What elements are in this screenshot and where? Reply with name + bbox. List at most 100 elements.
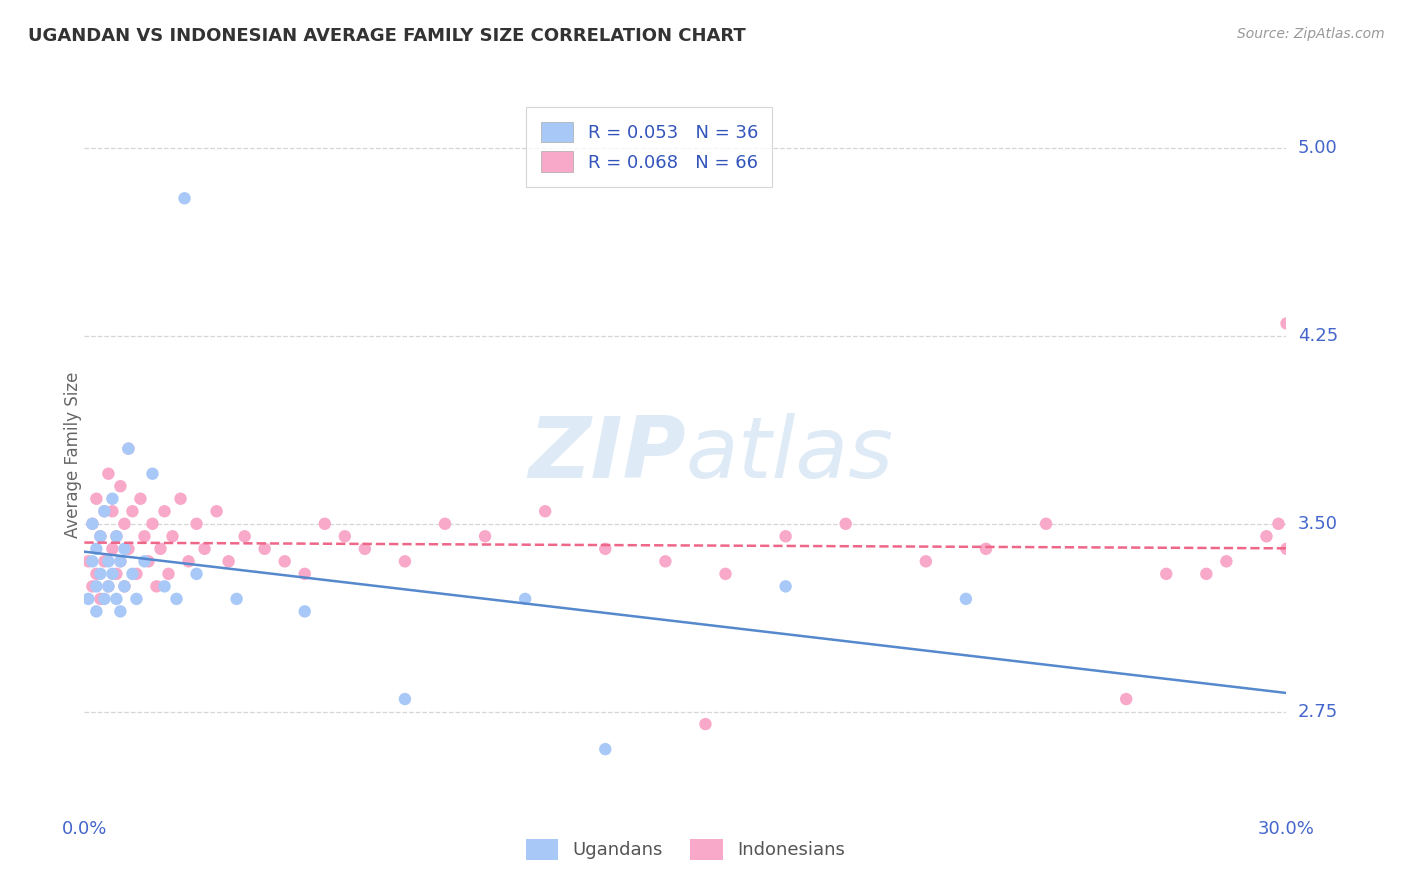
Point bbox=[354, 541, 377, 556]
Point bbox=[394, 554, 416, 568]
Point bbox=[117, 442, 139, 456]
Point bbox=[97, 554, 120, 568]
Point bbox=[1275, 541, 1298, 556]
Point bbox=[129, 491, 152, 506]
Point bbox=[93, 504, 115, 518]
Point bbox=[86, 491, 108, 506]
Point bbox=[153, 579, 176, 593]
Point bbox=[101, 541, 124, 556]
Point bbox=[169, 491, 191, 506]
Point bbox=[534, 504, 557, 518]
Point bbox=[1275, 317, 1298, 331]
Point bbox=[233, 529, 256, 543]
Point bbox=[162, 529, 184, 543]
Point bbox=[974, 541, 997, 556]
Point bbox=[117, 442, 139, 456]
Point bbox=[141, 516, 163, 531]
Text: 5.00: 5.00 bbox=[1298, 139, 1337, 157]
Point bbox=[114, 516, 135, 531]
Point bbox=[775, 529, 797, 543]
Point bbox=[105, 591, 128, 606]
Point bbox=[695, 717, 717, 731]
Point bbox=[86, 579, 108, 593]
Point bbox=[89, 529, 111, 543]
Point bbox=[121, 504, 143, 518]
Point bbox=[1035, 516, 1057, 531]
Text: Source: ZipAtlas.com: Source: ZipAtlas.com bbox=[1237, 27, 1385, 41]
Point bbox=[333, 529, 356, 543]
Y-axis label: Average Family Size: Average Family Size bbox=[65, 372, 82, 538]
Point bbox=[1156, 566, 1178, 581]
Point bbox=[186, 516, 208, 531]
Point bbox=[105, 529, 128, 543]
Point bbox=[82, 554, 104, 568]
Point bbox=[915, 554, 938, 568]
Point bbox=[294, 604, 316, 618]
Point bbox=[194, 541, 217, 556]
Point bbox=[274, 554, 297, 568]
Point bbox=[110, 604, 132, 618]
Point bbox=[77, 554, 100, 568]
Point bbox=[97, 579, 120, 593]
Point bbox=[125, 566, 148, 581]
Point bbox=[714, 566, 737, 581]
Point bbox=[394, 692, 416, 706]
Point bbox=[474, 529, 496, 543]
Point bbox=[97, 579, 120, 593]
Point bbox=[82, 516, 104, 531]
Point bbox=[515, 591, 537, 606]
Point bbox=[110, 554, 132, 568]
Point bbox=[595, 541, 617, 556]
Point bbox=[141, 467, 163, 481]
Point bbox=[225, 591, 247, 606]
Point bbox=[1256, 529, 1278, 543]
Point bbox=[595, 742, 617, 756]
Point bbox=[82, 516, 104, 531]
Point bbox=[97, 467, 120, 481]
Text: atlas: atlas bbox=[686, 413, 893, 497]
Point bbox=[101, 491, 124, 506]
Point bbox=[93, 554, 115, 568]
Point bbox=[205, 504, 228, 518]
Text: 4.25: 4.25 bbox=[1298, 327, 1339, 345]
Point bbox=[186, 566, 208, 581]
Point bbox=[1215, 554, 1237, 568]
Text: ZIP: ZIP bbox=[527, 413, 686, 497]
Point bbox=[434, 516, 457, 531]
Point bbox=[145, 579, 167, 593]
Legend: Ugandans, Indonesians: Ugandans, Indonesians bbox=[512, 824, 859, 874]
Point bbox=[775, 579, 797, 593]
Point bbox=[114, 579, 135, 593]
Point bbox=[654, 554, 676, 568]
Point bbox=[218, 554, 240, 568]
Point bbox=[114, 541, 135, 556]
Point bbox=[77, 591, 100, 606]
Point bbox=[86, 566, 108, 581]
Point bbox=[121, 566, 143, 581]
Point bbox=[177, 554, 200, 568]
Text: 3.50: 3.50 bbox=[1298, 515, 1337, 533]
Point bbox=[110, 554, 132, 568]
Point bbox=[105, 566, 128, 581]
Point bbox=[835, 516, 858, 531]
Point bbox=[294, 566, 316, 581]
Point bbox=[138, 554, 160, 568]
Text: UGANDAN VS INDONESIAN AVERAGE FAMILY SIZE CORRELATION CHART: UGANDAN VS INDONESIAN AVERAGE FAMILY SIZ… bbox=[28, 27, 745, 45]
Point bbox=[157, 566, 180, 581]
Point bbox=[89, 529, 111, 543]
Point bbox=[89, 566, 111, 581]
Point bbox=[134, 554, 156, 568]
Point bbox=[86, 604, 108, 618]
Point bbox=[253, 541, 276, 556]
Point bbox=[101, 566, 124, 581]
Point bbox=[955, 591, 977, 606]
Point bbox=[1115, 692, 1137, 706]
Point bbox=[125, 591, 148, 606]
Point bbox=[1195, 566, 1218, 581]
Point bbox=[105, 529, 128, 543]
Point bbox=[93, 504, 115, 518]
Point bbox=[173, 191, 195, 205]
Point bbox=[86, 541, 108, 556]
Point bbox=[93, 591, 115, 606]
Text: 2.75: 2.75 bbox=[1298, 703, 1339, 721]
